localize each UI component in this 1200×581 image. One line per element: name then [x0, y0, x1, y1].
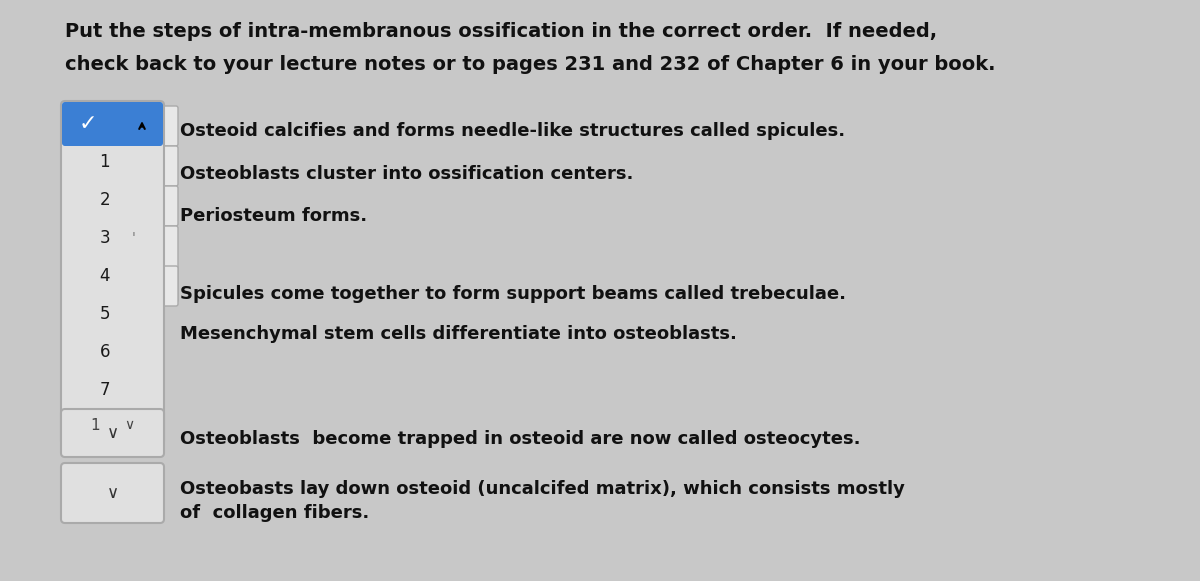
Text: 1: 1 — [100, 153, 110, 171]
Text: 4: 4 — [100, 267, 110, 285]
FancyBboxPatch shape — [160, 146, 178, 186]
FancyBboxPatch shape — [61, 409, 164, 457]
Text: ∨: ∨ — [107, 424, 119, 442]
Text: 5: 5 — [100, 305, 110, 323]
Text: Spicules come together to form support beams called trebeculae.: Spicules come together to form support b… — [180, 285, 846, 303]
Text: Periosteum forms.: Periosteum forms. — [180, 207, 367, 225]
FancyBboxPatch shape — [160, 186, 178, 226]
FancyBboxPatch shape — [160, 226, 178, 302]
Text: Put the steps of intra-membranous ossification in the correct order.  If needed,: Put the steps of intra-membranous ossifi… — [65, 22, 937, 41]
Text: 7: 7 — [100, 381, 110, 399]
Text: ': ' — [132, 231, 136, 245]
Text: 6: 6 — [100, 343, 110, 361]
FancyBboxPatch shape — [61, 101, 164, 445]
FancyBboxPatch shape — [61, 463, 164, 523]
Text: ✓: ✓ — [79, 114, 97, 134]
Text: Osteoblasts  become trapped in osteoid are now called osteocytes.: Osteoblasts become trapped in osteoid ar… — [180, 430, 860, 448]
Text: ∨: ∨ — [125, 418, 134, 432]
FancyBboxPatch shape — [160, 106, 178, 146]
Text: Osteoid calcifies and forms needle-like structures called spicules.: Osteoid calcifies and forms needle-like … — [180, 122, 845, 140]
Text: 1: 1 — [90, 418, 101, 432]
Text: Osteobasts lay down osteoid (uncalcifed matrix), which consists mostly
of  colla: Osteobasts lay down osteoid (uncalcifed … — [180, 480, 905, 522]
Text: 3: 3 — [100, 229, 110, 247]
FancyBboxPatch shape — [62, 102, 163, 146]
Text: check back to your lecture notes or to pages 231 and 232 of Chapter 6 in your bo: check back to your lecture notes or to p… — [65, 55, 996, 74]
FancyBboxPatch shape — [160, 266, 178, 306]
Text: 2: 2 — [100, 191, 110, 209]
Text: Osteoblasts cluster into ossification centers.: Osteoblasts cluster into ossification ce… — [180, 165, 634, 183]
Text: ∨: ∨ — [107, 484, 119, 502]
Text: Mesenchymal stem cells differentiate into osteoblasts.: Mesenchymal stem cells differentiate int… — [180, 325, 737, 343]
